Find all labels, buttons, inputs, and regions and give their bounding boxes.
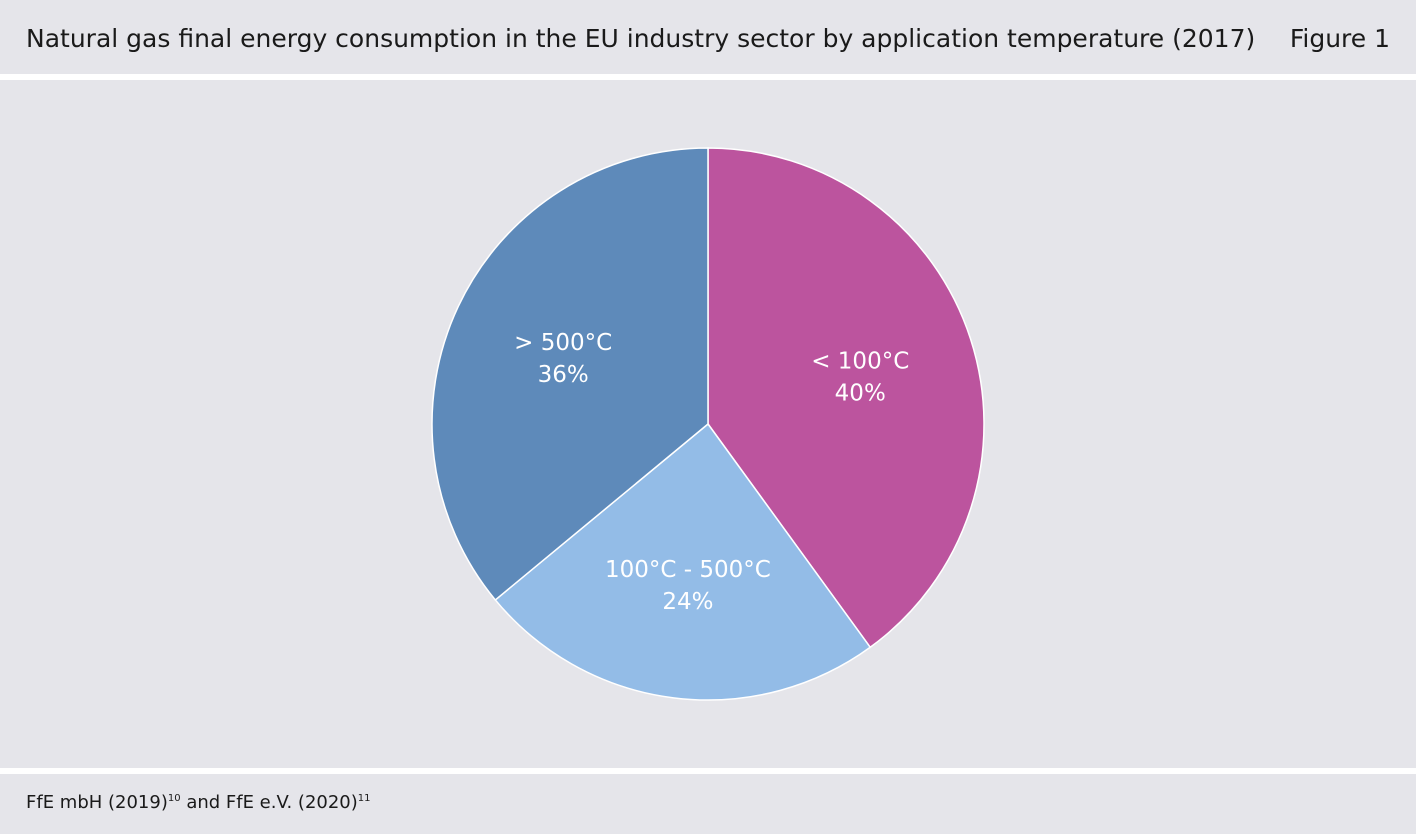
slice-value-100c-500c: 24%: [662, 589, 713, 615]
source-part-2: and FfE e.V. (2020): [180, 792, 358, 813]
slice-value-lt-100c: 40%: [835, 381, 886, 407]
pie-slice-100c-500c: [494, 422, 872, 701]
source-part-1: FfE mbH (2019): [26, 792, 168, 813]
slice-label-lt-100c: < 100°C: [811, 349, 909, 375]
pie-slices: [431, 147, 985, 701]
pie-slice-lt-100c: [707, 147, 985, 649]
source-note: FfE mbH (2019)10 and FfE e.V. (2020)11: [26, 790, 371, 816]
pie-chart: < 100°C 40% 100°C - 500°C 24% > 500°C 36%: [431, 147, 985, 701]
figure-header: Natural gas final energy consumption in …: [0, 0, 1416, 74]
chart-panel: < 100°C 40% 100°C - 500°C 24% > 500°C 36%: [0, 80, 1416, 768]
figure-footer: FfE mbH (2019)10 and FfE e.V. (2020)11: [0, 774, 1416, 834]
figure-number: Figure 1: [1289, 24, 1390, 53]
pie-labels: < 100°C 40% 100°C - 500°C 24% > 500°C 36%: [514, 330, 909, 615]
source-ref-1: 10: [167, 793, 181, 804]
chart-title: Natural gas final energy consumption in …: [26, 24, 1256, 53]
slice-label-100c-500c: 100°C - 500°C: [605, 557, 771, 583]
slice-value-gt-500c: 36%: [538, 362, 589, 388]
source-ref-2: 11: [357, 793, 371, 804]
pie-slice-gt-500c: [431, 147, 709, 601]
slice-label-gt-500c: > 500°C: [514, 330, 612, 356]
